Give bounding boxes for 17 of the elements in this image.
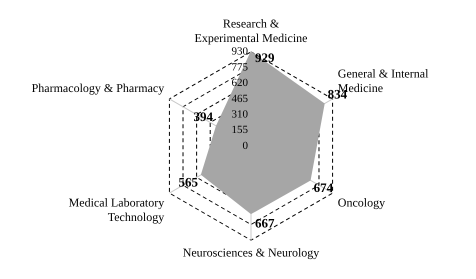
y-tick-label: 930 — [232, 46, 248, 58]
spoke-label: Neurosciences & Neurology — [182, 246, 320, 260]
data-label: 667 — [255, 215, 275, 230]
y-tick-label: 620 — [232, 77, 248, 90]
data-label: 394 — [193, 108, 214, 124]
data-label: 565 — [178, 174, 198, 190]
spoke-label: Medical Laboratory Technology — [68, 195, 164, 224]
y-tick-label: 465 — [232, 92, 248, 105]
data-label: 674 — [314, 180, 334, 195]
spoke-label: Research & Experimental Medicine — [194, 16, 308, 45]
y-tick-label: 0 — [242, 140, 248, 152]
spoke-label: Pharmacology & Pharmacy — [32, 80, 164, 95]
data-label: 929 — [255, 50, 275, 65]
y-tick-label: 310 — [232, 108, 248, 120]
spoke-label: Oncology — [338, 195, 386, 210]
y-tick-label: 775 — [232, 61, 248, 74]
y-tick-label: 155 — [232, 124, 248, 136]
